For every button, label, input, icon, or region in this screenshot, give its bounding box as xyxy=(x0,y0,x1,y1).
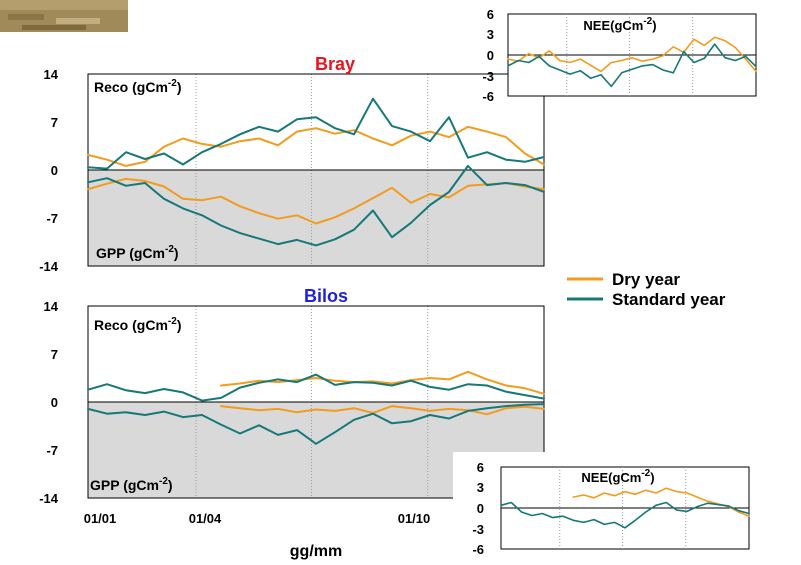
nee-bray-ytick-6: 6 xyxy=(487,7,494,22)
nee-bilos-ytick-3: 3 xyxy=(477,480,484,495)
bray-ytick-0: 0 xyxy=(51,163,58,178)
bilos-ytick-14: 14 xyxy=(44,299,59,314)
nee-bilos-series xyxy=(500,487,750,529)
nee-bilos-title: NEE(gCm-2) xyxy=(581,468,654,485)
bilos-ytick-neg14: -14 xyxy=(39,491,59,506)
nee-bray-standard-line xyxy=(507,43,757,88)
bilos-reco-standard-line xyxy=(87,373,545,402)
bray-gpp-dry-line xyxy=(87,177,545,225)
bray-gpp-standard-line xyxy=(87,164,545,247)
bray-ytick-neg14: -14 xyxy=(39,259,59,274)
nee-bilos-ytick-6: 6 xyxy=(477,460,484,475)
legend-standard-label: Standard year xyxy=(612,290,726,309)
site-photo xyxy=(0,0,128,32)
nee-bray-dry-line xyxy=(507,36,757,73)
x-axis-label: gg/mm xyxy=(290,543,342,560)
nee-bray-ytick-0: 0 xyxy=(487,48,494,63)
legend: Dry year Standard year xyxy=(567,270,726,309)
bray-panel: Bray 14 7 0 -7 -14 Reco (gCm-2) GPP (gCm… xyxy=(39,54,545,274)
nee-bilos-ytick-0: 0 xyxy=(477,501,484,516)
xtick-01-01: 01/01 xyxy=(84,511,117,526)
nee-bilos-inset: NEE(gCm-2) 6 3 0 -3 -6 xyxy=(453,452,797,560)
legend-dry-label: Dry year xyxy=(612,270,680,289)
bilos-gpp-standard-line xyxy=(87,403,545,445)
bilos-gpp-dry-line xyxy=(220,405,545,416)
bilos-reco-label: Reco (gCm-2) xyxy=(94,316,181,333)
nee-bray-series xyxy=(507,36,757,88)
nee-bray-ytick-neg6: -6 xyxy=(482,89,494,104)
bilos-title: Bilos xyxy=(304,286,348,306)
xtick-01-04: 01/04 xyxy=(189,511,222,526)
bray-ytick-neg7: -7 xyxy=(46,211,58,226)
bray-gpp-label: GPP (gCm-2) xyxy=(96,244,179,261)
bray-reco-dry-line xyxy=(87,125,545,167)
bray-series xyxy=(87,97,545,247)
xtick-01-10: 01/10 xyxy=(398,511,431,526)
nee-bilos-ytick-neg3: -3 xyxy=(472,522,484,537)
nee-bray-ytick-3: 3 xyxy=(487,27,494,42)
bilos-ytick-neg7: -7 xyxy=(46,443,58,458)
bilos-series xyxy=(87,370,545,445)
nee-bray-ytick-neg3: -3 xyxy=(482,69,494,84)
bilos-ytick-0: 0 xyxy=(51,395,58,410)
bray-ytick-14: 14 xyxy=(44,67,59,82)
bray-title: Bray xyxy=(315,54,355,74)
bilos-ytick-7: 7 xyxy=(51,347,58,362)
bray-reco-standard-line xyxy=(87,97,545,170)
nee-bray-inset: NEE(gCm-2) 6 3 0 -3 -6 xyxy=(482,7,757,104)
nee-bilos-ytick-neg6: -6 xyxy=(472,542,484,557)
nee-bilos-standard-line xyxy=(500,501,750,529)
bilos-reco-dry-line xyxy=(220,370,545,395)
bilos-gpp-label: GPP (gCm-2) xyxy=(90,476,173,493)
bray-reco-label: Reco (gCm-2) xyxy=(94,78,181,95)
nee-bray-title: NEE(gCm-2) xyxy=(583,16,656,33)
bray-ytick-7: 7 xyxy=(51,115,58,130)
